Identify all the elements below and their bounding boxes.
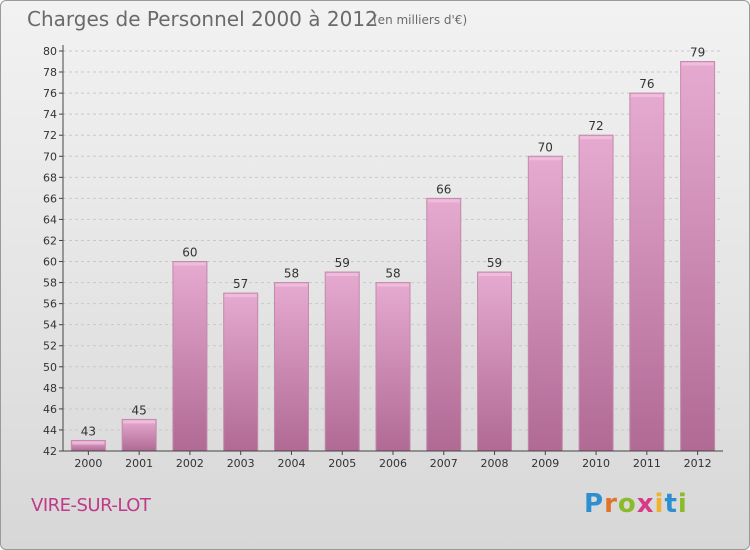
y-tick-label: 66 <box>43 192 57 205</box>
bar-2003 <box>223 292 259 452</box>
bar-2009 <box>527 155 563 452</box>
x-tick-label: 2012 <box>684 457 712 470</box>
y-tick-label: 44 <box>43 424 57 437</box>
data-label-2001: 45 <box>132 403 147 417</box>
bar-2008 <box>477 271 513 452</box>
bar-highlight <box>224 294 257 298</box>
x-tick-label: 2002 <box>176 457 204 470</box>
data-label-2004: 58 <box>284 267 299 281</box>
bar-highlight <box>427 199 460 203</box>
bar-highlight <box>478 273 511 277</box>
bar-highlight <box>377 283 409 287</box>
x-tick-label: 2005 <box>328 457 356 470</box>
y-tick-label: 52 <box>43 340 57 353</box>
y-tick-label: 46 <box>43 403 57 416</box>
chart-title: Charges de Personnel 2000 à 2012 <box>27 7 378 31</box>
x-tick-label: 2006 <box>379 457 407 470</box>
x-tick-label: 2009 <box>531 457 559 470</box>
bar-2005 <box>324 271 360 452</box>
bar-2012 <box>680 61 716 452</box>
y-tick-label: 54 <box>43 319 57 332</box>
y-tick-label: 74 <box>43 108 57 121</box>
bar-highlight <box>326 273 359 277</box>
bar-highlight <box>529 157 562 161</box>
data-label-2007: 66 <box>436 182 451 196</box>
x-tick-label: 2007 <box>430 457 458 470</box>
x-tick-label: 2011 <box>633 457 661 470</box>
bar-2007 <box>426 197 462 452</box>
axes: 42 44 46 48 50 52 54 56 58 60 62 64 66 68 70 72 74 76 78 80… <box>43 45 723 470</box>
bar-2002 <box>172 261 208 452</box>
y-tick-label: 76 <box>43 87 57 100</box>
data-label-2008: 59 <box>487 256 502 270</box>
bar-highlight <box>630 94 663 98</box>
x-tick-label: 2010 <box>582 457 610 470</box>
y-tick-label: 60 <box>43 256 57 269</box>
x-tick-label: 2008 <box>481 457 509 470</box>
y-tick-label: 58 <box>43 277 57 290</box>
bar-highlight <box>580 136 613 140</box>
y-tick-label: 48 <box>43 382 57 395</box>
y-tick-label: 70 <box>43 150 57 163</box>
data-label-2010: 72 <box>588 119 603 133</box>
bar-2011 <box>629 92 665 452</box>
bar-2006 <box>375 282 411 452</box>
y-tick-label: 72 <box>43 129 57 142</box>
bar-highlight <box>681 62 714 66</box>
y-tick-label: 80 <box>43 45 57 58</box>
y-tick-label: 42 <box>43 445 57 458</box>
y-tick-label: 50 <box>43 361 57 374</box>
data-label-2003: 57 <box>233 277 248 291</box>
proxiti-logo: Proxiti <box>584 489 688 519</box>
x-tick-label: 2000 <box>74 457 102 470</box>
data-label-2006: 58 <box>385 267 400 281</box>
bar-highlight <box>275 283 308 287</box>
data-label-2002: 60 <box>182 246 197 260</box>
data-label-2000: 43 <box>81 424 96 438</box>
x-tick-label: 2003 <box>227 457 255 470</box>
y-tick-label: 64 <box>43 213 57 226</box>
y-tick-label: 68 <box>43 171 57 184</box>
chart-subtitle: (en milliers d'€) <box>373 13 468 27</box>
x-tick-label: 2001 <box>125 457 153 470</box>
data-label-2005: 59 <box>335 256 350 270</box>
bar-2004 <box>273 282 309 452</box>
data-label-2011: 76 <box>639 77 654 91</box>
bar-2010 <box>578 134 614 452</box>
bar-highlight <box>72 441 105 445</box>
bar-highlight <box>123 420 156 424</box>
y-tick-label: 56 <box>43 298 57 311</box>
bars <box>70 61 716 452</box>
bar-2001 <box>121 418 157 452</box>
place-name: VIRE-SUR-LOT <box>31 495 151 516</box>
y-tick-label: 62 <box>43 234 57 247</box>
y-tick-label: 78 <box>43 66 57 79</box>
data-label-2012: 79 <box>690 46 705 60</box>
bar-highlight <box>173 262 206 266</box>
data-labels: 43 45 60 57 58 59 58 66 59 70 72 76 79 <box>81 46 706 439</box>
x-tick-label: 2004 <box>277 457 305 470</box>
data-label-2009: 70 <box>538 140 553 154</box>
